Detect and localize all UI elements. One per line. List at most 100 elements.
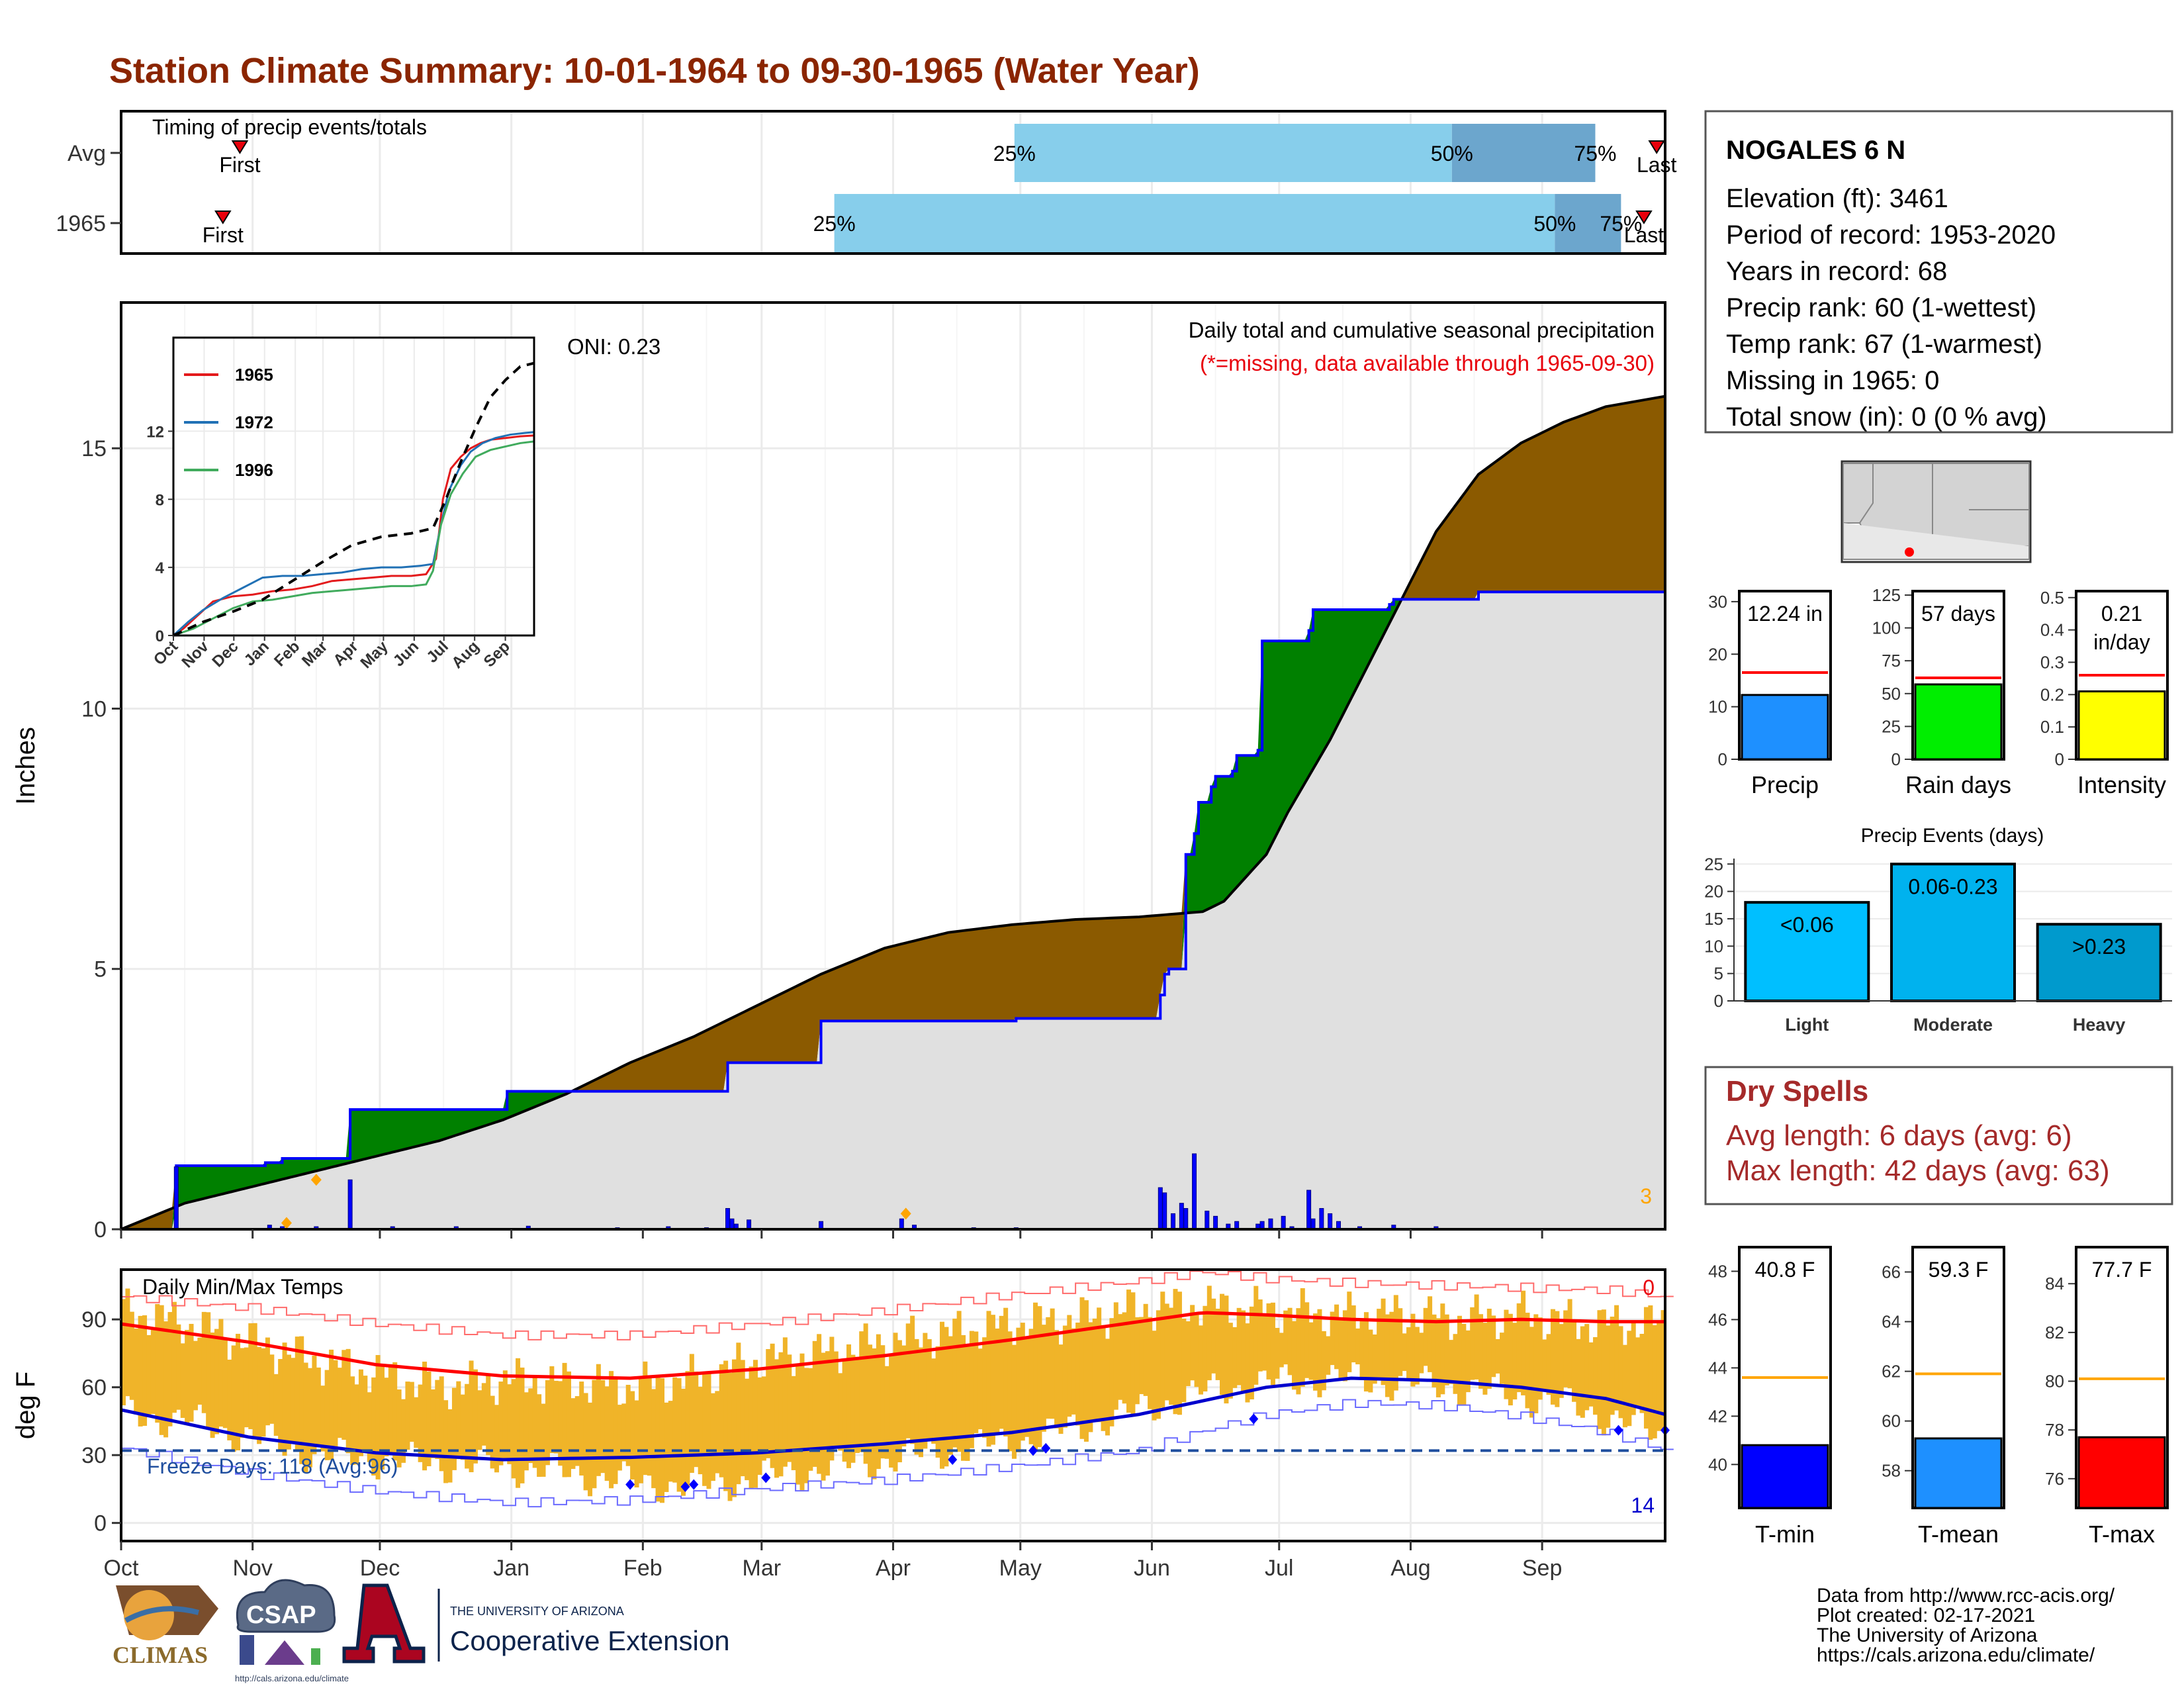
mini-ytick-label: 46 <box>1708 1309 1727 1329</box>
daily-temp-bar <box>422 1361 428 1471</box>
daily-temp-bar <box>766 1349 771 1458</box>
daily-temp-bar <box>456 1381 461 1460</box>
daily-precip-bar <box>1205 1210 1210 1230</box>
daily-temp-bar <box>1291 1321 1297 1390</box>
daily-temp-bar <box>1308 1322 1314 1380</box>
timing-bar-50-75 <box>1555 194 1621 252</box>
daily-temp-bar <box>1245 1323 1250 1403</box>
daily-temp-bar <box>1657 1321 1662 1431</box>
daily-temp-bar <box>1508 1313 1513 1406</box>
mini-value-bar <box>1741 694 1829 761</box>
daily-temp-bar <box>778 1352 784 1477</box>
daily-temp-bar <box>371 1377 377 1476</box>
freeze-day-marker <box>761 1472 771 1483</box>
daily-temp-bar <box>324 1370 330 1460</box>
daily-temp-bar <box>1470 1307 1475 1380</box>
daily-temp-bar <box>1559 1324 1564 1398</box>
daily-temp-bar <box>171 1301 177 1413</box>
daily-temp-bar <box>647 1378 652 1476</box>
daily-temp-bar <box>532 1378 537 1468</box>
daily-temp-bar <box>273 1374 279 1436</box>
temp-chart-title: Daily Min/Max Temps <box>142 1275 343 1299</box>
daily-temp-bar <box>159 1305 164 1435</box>
daily-temp-bar <box>236 1333 241 1451</box>
daily-temp-bar <box>672 1377 678 1483</box>
daily-temp-bar <box>935 1346 940 1458</box>
daily-temp-bar <box>295 1336 300 1450</box>
daily-temp-bar <box>940 1321 945 1469</box>
daily-temp-bar <box>316 1367 321 1447</box>
daily-temp-bar <box>583 1393 588 1491</box>
daily-temp-bar <box>1482 1323 1488 1395</box>
daily-temp-bar <box>1567 1299 1572 1389</box>
daily-temp-bar <box>1453 1334 1458 1394</box>
daily-temp-bar <box>507 1384 512 1464</box>
daily-temp-bar <box>1003 1307 1009 1437</box>
mini-ytick-label: 0.1 <box>2040 717 2064 737</box>
daily-temp-bar <box>447 1409 453 1483</box>
daily-temp-bar <box>125 1288 130 1397</box>
timing-pct-label: 75% <box>1600 212 1642 236</box>
daily-temp-bar <box>1449 1340 1454 1384</box>
event-category-label: Light <box>1785 1015 1829 1035</box>
daily-temp-bar <box>451 1387 457 1470</box>
daily-temp-bar <box>1372 1334 1377 1384</box>
station-location-marker <box>1905 547 1914 557</box>
daily-temp-bar <box>405 1382 410 1450</box>
mini-value-bar <box>2077 1436 2166 1509</box>
daily-temp-bar <box>1097 1307 1102 1423</box>
footer-line-url: https://cals.arizona.edu/climate/ <box>1817 1644 2095 1666</box>
temp-xtick-label: Aug <box>1390 1556 1431 1581</box>
daily-temp-bar <box>523 1392 529 1471</box>
daily-temp-bar <box>1079 1297 1085 1439</box>
precip-surplus-area <box>121 592 1665 1229</box>
mini-value-bar <box>1914 1437 2003 1509</box>
daily-temp-bar <box>176 1324 181 1410</box>
event-category-label: Moderate <box>1913 1015 1993 1035</box>
university-of-arizona-logo: THE UNIVERSITY OF ARIZONA Cooperative Ex… <box>342 1583 730 1664</box>
daily-temp-bar <box>1300 1288 1305 1387</box>
daily-temp-bar <box>1041 1325 1046 1432</box>
mini-ytick-label: 100 <box>1872 618 1901 638</box>
daily-temp-bar <box>1550 1309 1555 1405</box>
daily-temp-bar <box>388 1364 393 1453</box>
daily-temp-bar <box>1007 1331 1013 1452</box>
station-line-years: Years in record: 68 <box>1726 257 1947 286</box>
mini-value-bar <box>1741 1444 1829 1509</box>
mini-ytick-label: 0.5 <box>2040 588 2064 608</box>
daily-temp-bar <box>341 1350 347 1440</box>
daily-temp-bar <box>706 1372 711 1489</box>
daily-temp-bar <box>1504 1309 1509 1399</box>
temperature-panel: 0 30 60 90 Oct Nov Dec Jan Feb Mar Apr May Jun Jul Au… <box>11 1268 1674 1581</box>
freeze-day-marker <box>689 1479 699 1490</box>
daily-temp-bar <box>1194 1312 1199 1387</box>
daily-temp-bar <box>155 1303 160 1423</box>
daily-temp-bar <box>363 1376 368 1454</box>
daily-temp-bar <box>537 1394 542 1477</box>
daily-temp-bar <box>1622 1344 1627 1428</box>
daily-temp-bar <box>1156 1310 1161 1419</box>
daily-temp-bar <box>375 1355 381 1479</box>
daily-temp-bar <box>1262 1315 1267 1371</box>
daily-temp-bar <box>1597 1310 1602 1429</box>
daily-temp-bar <box>1402 1333 1407 1372</box>
daily-temp-bar <box>630 1391 635 1480</box>
daily-temp-bar <box>889 1354 894 1468</box>
daily-temp-bar <box>231 1345 236 1452</box>
events-title: Precip Events (days) <box>1861 825 2044 847</box>
daily-temp-bar <box>782 1337 788 1467</box>
mini-ytick-label: 58 <box>1882 1461 1901 1481</box>
mini-ytick-label: 42 <box>1708 1406 1727 1426</box>
mini-ytick-label: 0 <box>1891 749 1901 769</box>
daily-temp-bar <box>859 1331 864 1452</box>
daily-temp-bar <box>1516 1303 1522 1393</box>
inset-series-line-avg <box>173 361 535 637</box>
daily-temp-bar <box>1500 1333 1505 1384</box>
daily-temp-bar <box>189 1323 194 1422</box>
mini-ytick-label: 40 <box>1708 1454 1727 1474</box>
daily-precip-bar <box>747 1219 752 1230</box>
daily-temp-bar <box>1215 1308 1220 1380</box>
daily-temp-bar <box>1118 1314 1123 1400</box>
precip-chart-subtitle: (*=missing, data available through 1965-… <box>1200 351 1655 375</box>
first-event-label: First <box>219 153 260 177</box>
